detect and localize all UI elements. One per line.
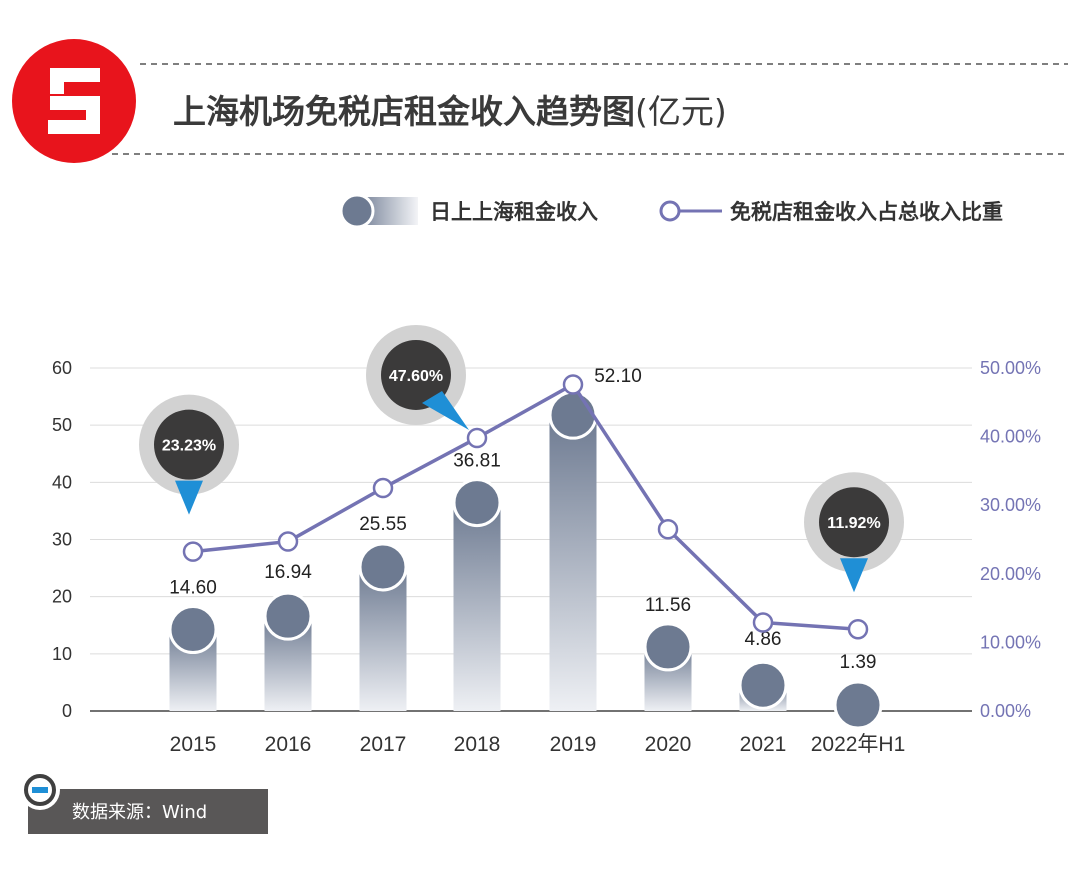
- line-point: [182, 541, 204, 562]
- source-box: 数据来源：Wind: [20, 770, 268, 834]
- bar: [549, 413, 597, 711]
- bar-value-label: 1.39: [840, 652, 877, 673]
- callout-pointer-icon: [422, 390, 469, 430]
- callout-disc: [381, 339, 451, 410]
- bar-value-label: 25.55: [359, 514, 407, 535]
- y-tick-right: 20.00%: [980, 564, 1041, 584]
- line-series: [182, 374, 869, 640]
- y-tick-right: 40.00%: [980, 427, 1041, 447]
- legend: 日上上海租金收入 免税店租金收入占总收入比重: [339, 193, 1003, 229]
- line-point: [657, 518, 679, 540]
- line-point: [752, 612, 774, 633]
- y-tick-left: 10: [52, 644, 72, 664]
- x-tick-label: 2021: [740, 733, 787, 756]
- legend-bar-marker: [339, 193, 375, 229]
- callout-pointer-icon: [175, 480, 203, 515]
- y-tick-right: 10.00%: [980, 632, 1041, 652]
- x-tick-label: 2018: [454, 733, 501, 756]
- x-tick-label: 2022年H1: [811, 733, 906, 756]
- callout-value: 11.92%: [827, 515, 880, 532]
- bar-cap-marker: [643, 622, 693, 672]
- callout-disc: [819, 487, 889, 558]
- chart-title-unit: (亿元): [635, 92, 727, 131]
- chart-title-main: 上海机场免税店租金收入趋势图: [173, 92, 635, 131]
- line-point: [277, 531, 299, 552]
- chart-title: 上海机场免税店租金收入趋势图(亿元): [173, 92, 727, 131]
- y-tick-left: 40: [52, 472, 72, 492]
- bar-value-label: 4.86: [745, 629, 782, 650]
- bar-series: 14.60 16.94 25.55 36.81 52.10 11.56 4.86 1.39: [168, 366, 883, 730]
- y-tick-right: 0.00%: [980, 701, 1031, 721]
- bar-value-label: 14.60: [169, 578, 217, 599]
- legend-bar-label: 日上上海租金收入: [430, 200, 598, 224]
- source-label: 数据来源：Wind: [72, 802, 207, 823]
- bar-cap-marker: [452, 478, 502, 528]
- line-point: [847, 618, 869, 640]
- line-point: [372, 477, 394, 499]
- callout-value: 23.23%: [162, 438, 216, 455]
- info-icon-bar: [32, 787, 48, 793]
- brand-logo-icon: [12, 39, 136, 163]
- bar-cap-marker: [833, 680, 883, 730]
- y-tick-left: 0: [62, 701, 72, 721]
- y-tick-left: 30: [52, 530, 72, 550]
- callout-pointer-icon: [840, 558, 868, 593]
- bar-value-label: 11.56: [645, 595, 691, 616]
- y-tick-left: 60: [52, 358, 72, 378]
- line-point: [466, 427, 488, 449]
- legend-line-label: 免税店租金收入占总收入比重: [730, 200, 1003, 224]
- x-tick-label: 2019: [550, 733, 597, 756]
- bar-cap-marker: [738, 660, 788, 710]
- x-tick-label: 2016: [265, 733, 312, 756]
- y-tick-right: 30.00%: [980, 495, 1041, 515]
- bar-cap-marker: [168, 605, 218, 655]
- bar-cap-marker: [263, 591, 313, 641]
- bar: [453, 500, 501, 711]
- y-tick-left: 50: [52, 415, 72, 435]
- source-background: [28, 789, 268, 834]
- bar-value-label: 52.10: [594, 366, 642, 387]
- bar-value-label: 16.94: [264, 562, 312, 583]
- bar-cap-marker: [548, 390, 598, 440]
- bar-value-label: 36.81: [453, 451, 501, 472]
- callout-disc: [154, 409, 224, 480]
- y-tick-left: 20: [52, 587, 72, 607]
- x-tick-label: 2020: [645, 733, 692, 756]
- x-tick-label: 2015: [170, 733, 217, 756]
- line-point: [562, 374, 584, 395]
- x-tick-label: 2017: [360, 733, 407, 756]
- y-tick-right: 50.00%: [980, 358, 1041, 378]
- line-path: [192, 382, 859, 631]
- callouts: 23.23% 47.60% 11.92%: [139, 324, 904, 593]
- legend-line-marker: [659, 200, 681, 222]
- callout-value: 47.60%: [389, 368, 443, 385]
- bar-cap-marker: [358, 542, 408, 592]
- axes: 0 10 20 30 40 50 60 0.00% 10.00% 20.00% 30.00% 40.0…: [52, 358, 1041, 756]
